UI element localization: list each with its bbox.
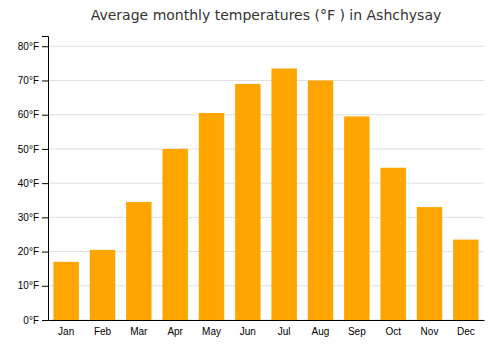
- tick-label: May: [202, 326, 221, 337]
- grid: [48, 46, 484, 320]
- tick-label: 10°F: [18, 280, 39, 291]
- tick: 20°F: [18, 246, 48, 257]
- plot: 0°F 10°F 20°F 30°F 40°F 50°F 60°F 70°F 80°F Jan Fe…: [18, 37, 485, 338]
- tick-mark: [42, 320, 48, 321]
- tick-mark: [42, 217, 48, 218]
- tick: May: [202, 326, 221, 337]
- tick: 50°F: [18, 144, 48, 155]
- tick-label: Apr: [167, 326, 183, 337]
- tick-mark: [42, 183, 48, 184]
- bar: [162, 149, 187, 320]
- bar: [308, 80, 333, 320]
- tick-mark: [42, 46, 48, 47]
- tick: Apr: [167, 326, 183, 337]
- bar: [344, 116, 369, 320]
- tick: Oct: [385, 326, 401, 337]
- tick-label: 80°F: [18, 41, 39, 52]
- tick-label: Aug: [312, 326, 330, 337]
- tick-mark: [42, 252, 48, 253]
- tick-label: 0°F: [23, 315, 39, 326]
- grid-line: [48, 148, 484, 149]
- tick-label: Oct: [385, 326, 401, 337]
- tick: Jul: [278, 326, 291, 337]
- tick-label: 30°F: [18, 212, 39, 223]
- bar: [90, 250, 115, 320]
- chart: 0°F 10°F 20°F 30°F 40°F 50°F 60°F 70°F 80°F Jan Fe…: [0, 0, 500, 350]
- axis-line: [42, 37, 49, 321]
- tick-label: Sep: [348, 326, 366, 337]
- bar: [126, 202, 151, 320]
- tick: Dec: [457, 326, 475, 337]
- bar: [235, 84, 260, 320]
- axis-line: [49, 320, 485, 321]
- tick-label: 60°F: [18, 109, 39, 120]
- tick: 40°F: [18, 178, 48, 189]
- tick: 80°F: [18, 41, 48, 52]
- tick-mark: [42, 286, 48, 287]
- tick-label: Mar: [130, 326, 148, 337]
- tick-label: Jul: [278, 326, 291, 337]
- title: Average monthly temperatures (°F ) in As…: [91, 7, 442, 23]
- tick: Aug: [312, 326, 330, 337]
- tick: Sep: [348, 326, 366, 337]
- tick-mark: [42, 80, 48, 81]
- bar: [417, 207, 442, 320]
- tick: Jun: [240, 326, 256, 337]
- tick-label: Dec: [457, 326, 475, 337]
- tick-mark: [42, 115, 48, 116]
- tick: 30°F: [18, 212, 48, 223]
- tick: Jan: [58, 326, 74, 337]
- x-axis: Jan Feb Mar Apr May Jun Jul Aug Sep Oct Nov Dec: [49, 321, 485, 338]
- bar: [271, 69, 296, 320]
- tick: Nov: [421, 326, 439, 337]
- tick: 60°F: [18, 109, 48, 120]
- tick: 0°F: [23, 315, 48, 326]
- grid-line: [48, 80, 484, 81]
- tick-label: 70°F: [18, 75, 39, 86]
- tick-label: Nov: [421, 326, 439, 337]
- tick-label: 50°F: [18, 144, 39, 155]
- bar: [380, 168, 405, 320]
- tick-label: Jan: [58, 326, 74, 337]
- tick-label: 40°F: [18, 178, 39, 189]
- tick: 10°F: [18, 280, 48, 291]
- tick: 70°F: [18, 75, 48, 86]
- bar: [53, 262, 78, 320]
- tick: Mar: [130, 326, 148, 337]
- y-axis: 0°F 10°F 20°F 30°F 40°F 50°F 60°F 70°F 80°F: [18, 37, 49, 326]
- grid-line: [48, 46, 484, 47]
- tick-label: Feb: [94, 326, 112, 337]
- bars: [53, 69, 478, 320]
- tick-label: 20°F: [18, 246, 39, 257]
- grid-line: [48, 183, 484, 184]
- grid-line: [48, 114, 484, 115]
- bar: [199, 113, 224, 320]
- tick-label: Jun: [240, 326, 256, 337]
- tick: Feb: [94, 326, 112, 337]
- bar: [453, 240, 478, 320]
- tick-mark: [42, 149, 48, 150]
